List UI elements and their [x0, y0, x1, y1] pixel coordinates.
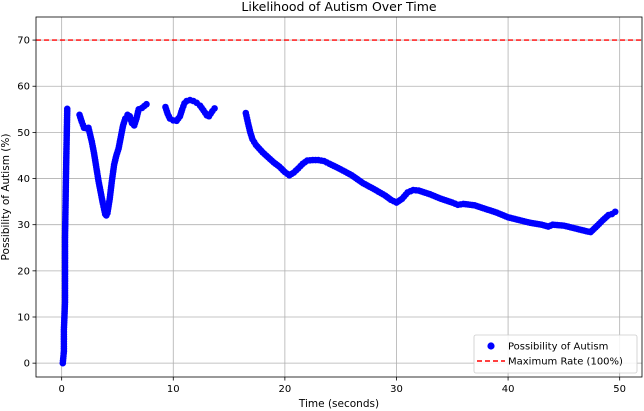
- x-tick-label: 30: [390, 384, 403, 395]
- x-tick-label: 40: [502, 384, 515, 395]
- data-point: [211, 105, 218, 112]
- y-tick-label: 50: [17, 128, 30, 139]
- data-point: [611, 208, 619, 216]
- y-tick-label: 60: [17, 82, 30, 93]
- y-tick-label: 70: [17, 36, 30, 47]
- y-tick-label: 10: [17, 313, 30, 324]
- y-axis-label: Possibility of Autism (%): [0, 134, 12, 261]
- x-tick-label: 20: [279, 384, 292, 395]
- y-tick-label: 0: [24, 359, 30, 370]
- plot-frame: [35, 16, 643, 378]
- grid-lines: [36, 17, 642, 377]
- legend: Possibility of Autism Maximum Rate (100%…: [473, 334, 638, 374]
- legend-label-scatter: Possibility of Autism: [508, 342, 608, 353]
- x-axis-label: Time (seconds): [298, 398, 379, 410]
- y-tick-label: 40: [17, 174, 30, 185]
- chart-title: Likelihood of Autism Over Time: [241, 0, 436, 14]
- legend-label-reference-line: Maximum Rate (100%): [508, 357, 623, 368]
- data-points: [59, 96, 619, 367]
- legend-marker-scatter: [487, 342, 495, 350]
- y-axis-ticks: 0 10 20 30 40 50 60 70: [17, 36, 36, 370]
- x-tick-label: 0: [58, 384, 64, 395]
- x-tick-label: 50: [613, 384, 626, 395]
- data-point: [143, 100, 150, 108]
- legend-box: [473, 334, 638, 374]
- y-tick-label: 20: [17, 266, 30, 277]
- y-tick-label: 30: [17, 220, 30, 231]
- data-point: [63, 105, 71, 113]
- x-tick-label: 10: [167, 384, 180, 395]
- x-axis-ticks: 0 10 20 30 40 50: [58, 377, 626, 395]
